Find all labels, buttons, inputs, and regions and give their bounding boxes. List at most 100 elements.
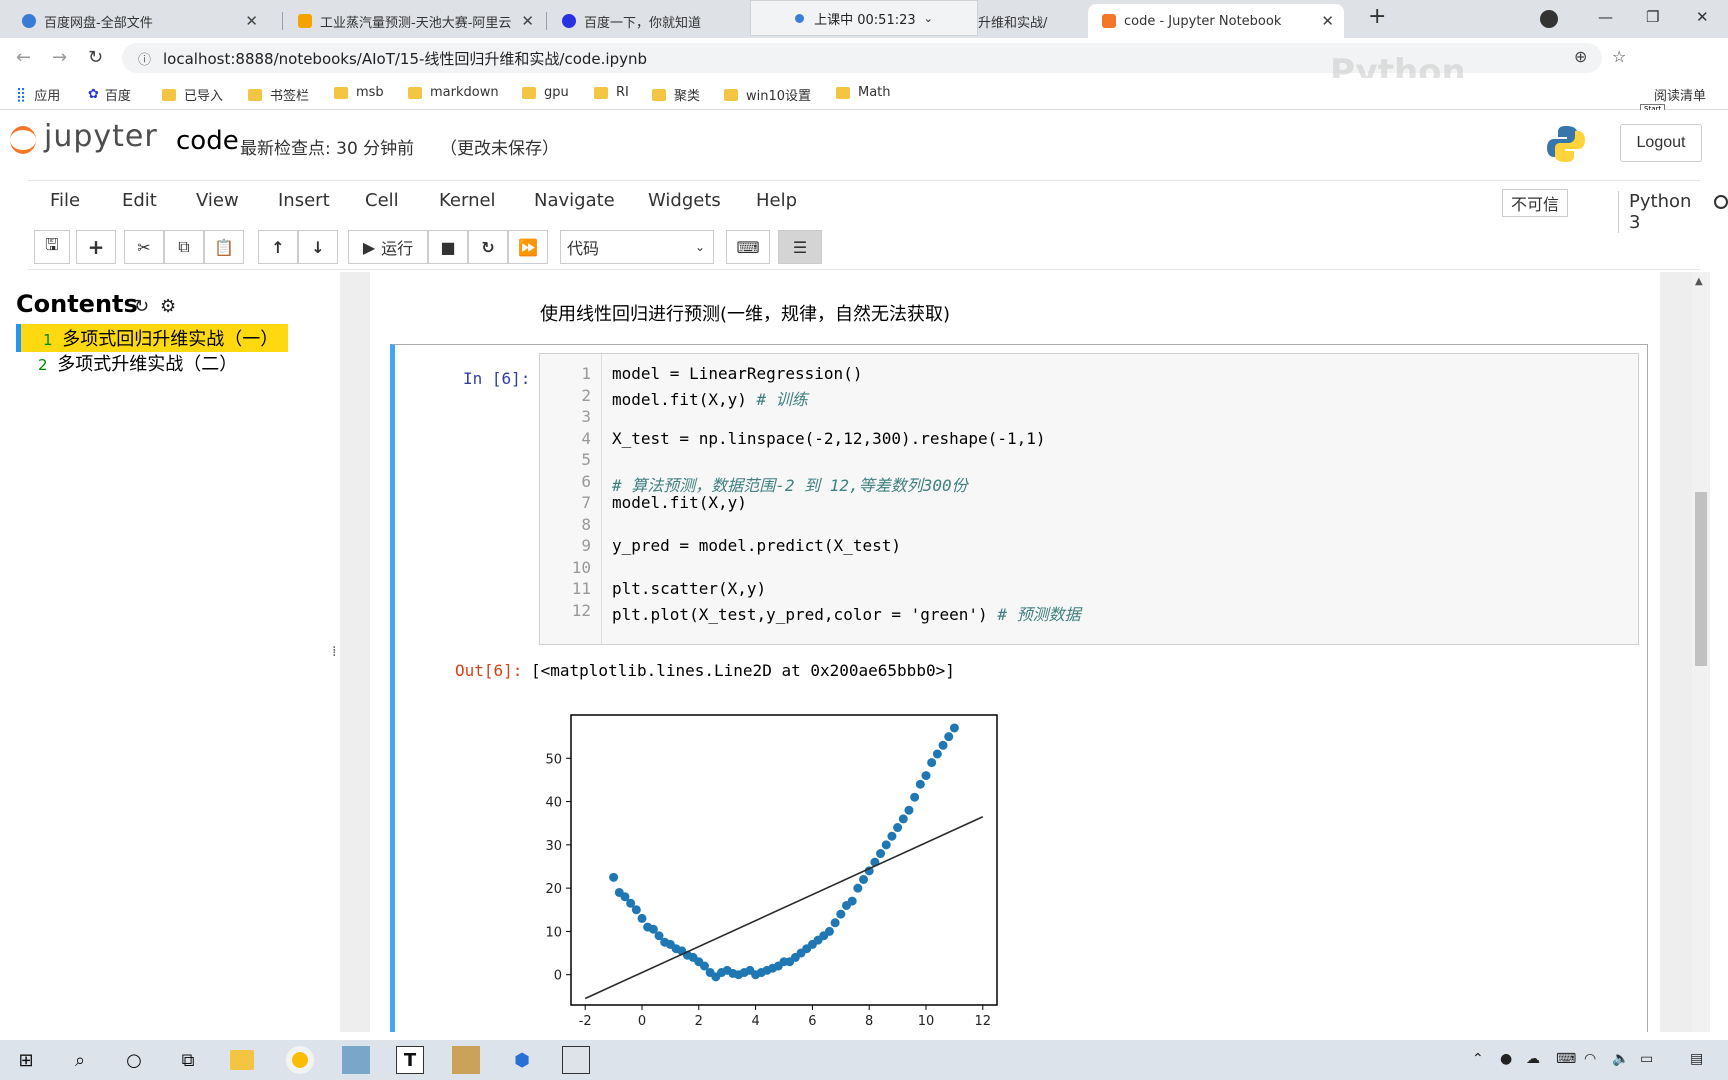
command-palette-button[interactable]: ⌨ <box>726 230 770 264</box>
new-tab-icon[interactable]: + <box>1368 4 1387 29</box>
line-number: 8 <box>581 514 591 534</box>
scroll-thumb[interactable] <box>1695 492 1707 666</box>
info-icon[interactable]: ⓘ <box>138 52 152 68</box>
gear-icon[interactable]: ⚙ <box>160 296 177 317</box>
cortana-icon[interactable]: ○ <box>126 1049 142 1071</box>
bookmark-bookmarkbar[interactable]: 书签栏 <box>248 85 309 104</box>
bookmarks-bar: ⣿ 应用 ✿ 百度 已导入 书签栏 msb markdown gpu RI 聚类 w… <box>0 78 1728 110</box>
url-input[interactable]: ⓘ localhost:8888/notebooks/AIoT/15-线性回归升… <box>122 43 1602 73</box>
minimize-icon[interactable]: — <box>1598 8 1613 26</box>
move-down-button[interactable]: ↓ <box>298 230 338 264</box>
bookmark-msb[interactable]: msb <box>334 85 384 100</box>
menu-view[interactable]: View <box>196 190 239 211</box>
wifi-icon[interactable]: ◠ <box>1584 1051 1597 1067</box>
insert-cell-button[interactable]: + <box>76 230 116 264</box>
browser-tabbar: 百度网盘-全部文件 ✕ 工业蒸汽量预测-天池大赛-阿里云 ✕ 百度一下，你就知道… <box>0 0 1728 38</box>
cell-type-select[interactable]: 代码 ⌄ <box>560 230 714 264</box>
data-point <box>637 913 647 923</box>
reading-list[interactable]: 阅读清单 <box>1654 89 1707 104</box>
bookmark-math[interactable]: Math <box>836 85 891 100</box>
media-app-icon[interactable]: ⬢ <box>514 1049 530 1071</box>
restart-button[interactable]: ↻ <box>468 230 508 264</box>
trust-button[interactable]: 不可信 <box>1502 189 1569 217</box>
menu-file[interactable]: File <box>50 190 81 211</box>
logout-button[interactable]: Logout <box>1620 124 1702 162</box>
bookmark-clustering[interactable]: 聚类 <box>652 85 700 104</box>
close-icon[interactable]: ✕ <box>521 12 534 30</box>
back-icon[interactable]: ← <box>16 47 32 68</box>
tab-baidu[interactable]: 百度一下，你就知道 <box>548 4 748 38</box>
bookmark-star-icon[interactable]: ☆ <box>1612 47 1627 66</box>
tray-expand-icon[interactable]: ⌃ <box>1472 1051 1484 1067</box>
jupyter-logo[interactable]: jupyter <box>8 118 158 154</box>
toc-item-1[interactable]: 1 多项式回归升维实战（一） <box>16 324 289 352</box>
data-point <box>932 749 942 759</box>
notebook-name[interactable]: code <box>176 126 239 156</box>
menu-kernel[interactable]: Kernel <box>439 190 496 211</box>
typora-icon[interactable]: T <box>396 1046 424 1074</box>
list-icon: ☰ <box>792 237 808 257</box>
class-timer[interactable]: 上课中 00:51:23 ⌄ <box>750 0 978 36</box>
toc-item-2[interactable]: 2 多项式升维实战（二） <box>38 354 238 375</box>
interrupt-button[interactable]: ■ <box>428 230 468 264</box>
tab-partial[interactable]: 升维和实战/ <box>978 4 1084 38</box>
menu-navigate[interactable]: Navigate <box>534 190 615 211</box>
tab-jupyter[interactable]: code - Jupyter Notebook ✕ <box>1088 4 1344 38</box>
keyboard-tray-icon[interactable]: ⌨ <box>1556 1051 1577 1067</box>
bookmark-baidu[interactable]: ✿ 百度 <box>88 87 131 104</box>
paste-button[interactable]: 📋 <box>204 230 244 264</box>
bookmark-gpu[interactable]: gpu <box>522 85 569 100</box>
data-point <box>824 926 834 936</box>
sidebar-resize-handle[interactable]: ⁞ <box>332 644 337 660</box>
jupyter-tab-icon <box>1102 14 1116 28</box>
tab-tianchi[interactable]: 工业蒸汽量预测-天池大赛-阿里云 ✕ <box>284 4 544 38</box>
reload-icon[interactable]: ↻ <box>88 47 104 68</box>
vertical-scrollbar[interactable]: ▲ <box>1692 272 1710 1032</box>
restart-run-all-button[interactable]: ⏩ <box>508 230 548 264</box>
search-icon[interactable]: ⌕ <box>74 1049 86 1071</box>
zoom-icon[interactable]: ⊕ <box>1574 47 1588 66</box>
code-editor[interactable]: 1 2 3 4 5 6 7 8 9 10 11 12 model = LinearRegression… <box>539 353 1639 645</box>
toc-toggle-button[interactable]: ☰ <box>778 230 822 264</box>
forward-icon[interactable]: → <box>52 47 68 68</box>
windows-start-icon[interactable]: ⊞ <box>18 1049 34 1071</box>
window-close-icon[interactable]: ✕ <box>1696 8 1709 26</box>
menu-insert[interactable]: Insert <box>278 190 330 211</box>
menu-help[interactable]: Help <box>756 190 798 211</box>
menu-edit[interactable]: Edit <box>122 190 157 211</box>
run-button[interactable]: ▶ 运行 <box>348 230 428 264</box>
close-icon[interactable]: ✕ <box>245 12 258 30</box>
app-icon[interactable] <box>452 1046 480 1074</box>
line-number: 2 <box>581 385 591 405</box>
notification-icon[interactable]: ▤ <box>1690 1051 1704 1067</box>
menu-widgets[interactable]: Widgets <box>648 190 721 211</box>
bookmark-win10[interactable]: win10设置 <box>724 85 811 104</box>
scroll-up-icon[interactable]: ▲ <box>1695 276 1703 287</box>
restore-icon[interactable]: ❐ <box>1646 8 1660 26</box>
input-prompt: In [6]: <box>463 369 531 388</box>
image-viewer-icon[interactable] <box>342 1046 370 1074</box>
cut-button[interactable]: ✂ <box>124 230 164 264</box>
cloud-icon[interactable]: ☁ <box>1526 1051 1540 1067</box>
bookmark-ri[interactable]: RI <box>594 85 629 100</box>
profile-menu-icon[interactable] <box>1540 10 1558 28</box>
menu-cell[interactable]: Cell <box>365 190 399 211</box>
refresh-icon[interactable]: ↻ <box>134 296 150 317</box>
move-up-button[interactable]: ↑ <box>258 230 298 264</box>
save-button[interactable]: 🖫 <box>34 230 70 264</box>
terminal-icon[interactable] <box>562 1046 590 1074</box>
tray-app-icon[interactable]: ● <box>1500 1051 1513 1067</box>
tab-baidu-pan[interactable]: 百度网盘-全部文件 ✕ <box>8 4 268 38</box>
markdown-cell[interactable]: 使用线性回归进行预测(一维，规律，自然无法获取) <box>540 304 951 325</box>
file-explorer-icon[interactable] <box>230 1050 254 1070</box>
bookmark-markdown[interactable]: markdown <box>408 85 499 100</box>
bookmark-imported[interactable]: 已导入 <box>162 85 223 104</box>
code-cell-selected[interactable]: In [6]: 1 2 3 4 5 6 7 8 9 10 11 12 model = LinearRe… <box>390 344 1648 1032</box>
copy-button[interactable]: ⧉ <box>164 230 204 264</box>
close-icon[interactable]: ✕ <box>1321 12 1334 30</box>
volume-icon[interactable]: 🔈 <box>1612 1051 1630 1067</box>
battery-icon[interactable]: ▭ <box>1640 1051 1654 1067</box>
chrome-icon[interactable] <box>286 1046 314 1074</box>
task-view-icon[interactable]: ⧉ <box>181 1049 195 1071</box>
bookmark-apps[interactable]: ⣿ 应用 <box>16 86 61 105</box>
